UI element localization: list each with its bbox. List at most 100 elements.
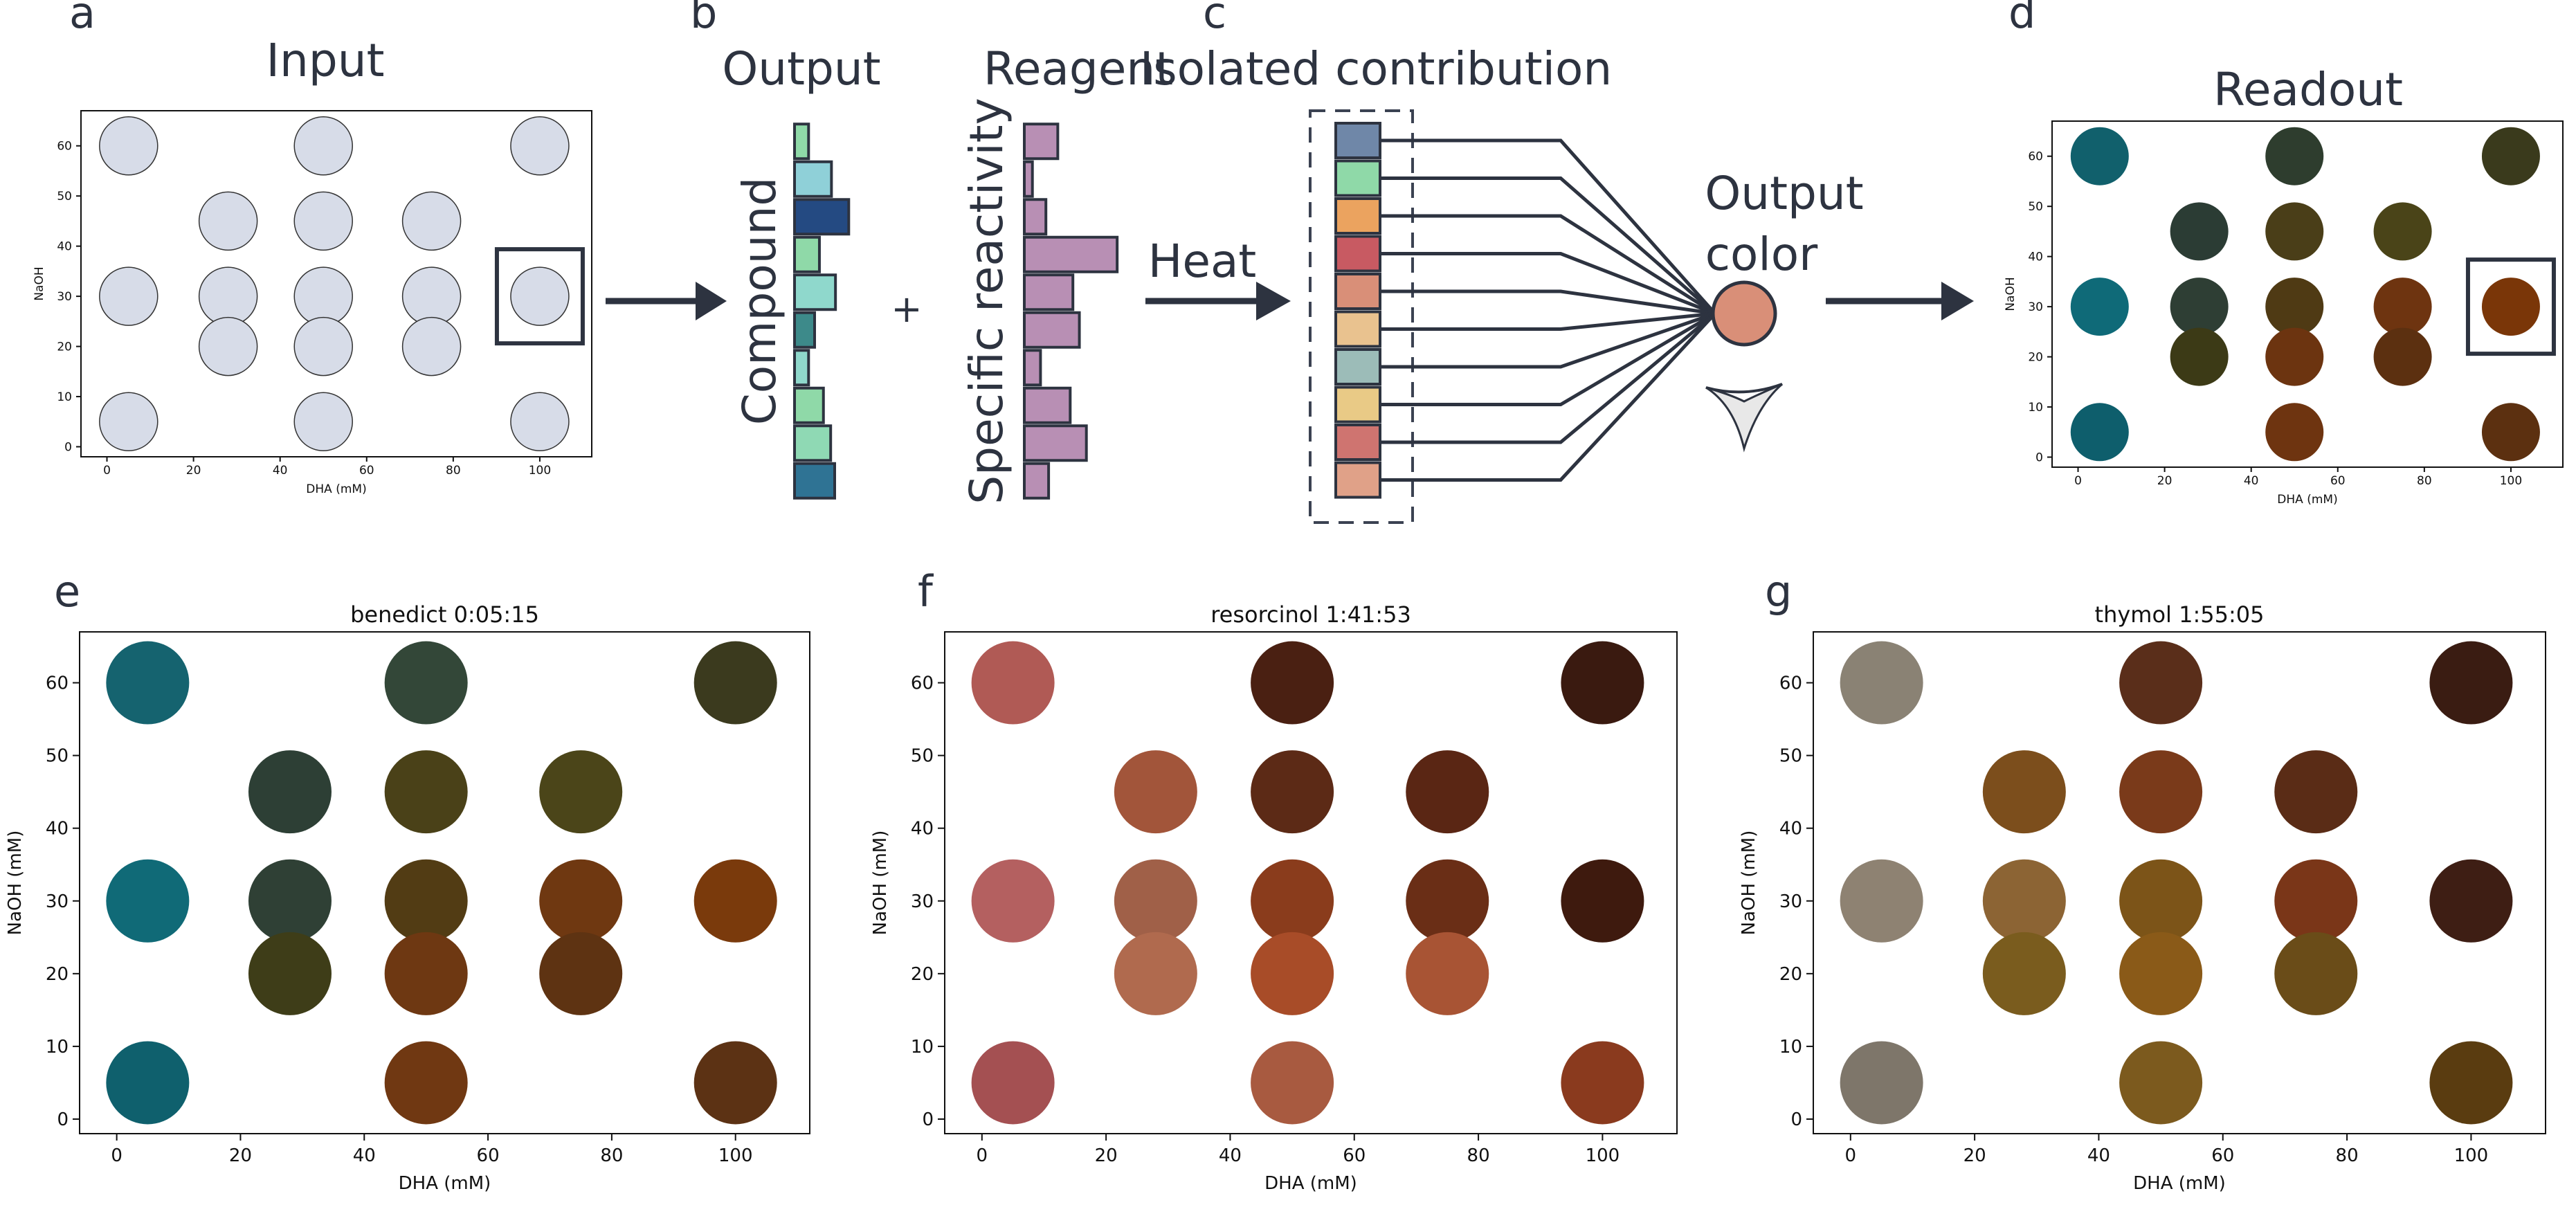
x-tick-label: 40	[353, 1145, 376, 1166]
x-tick-label: 100	[529, 464, 551, 478]
well-dot	[1982, 859, 2066, 943]
heat-label: Heat	[1148, 235, 1257, 288]
panel-label-c: c	[1203, 0, 1226, 38]
y-tick-label: 0	[1790, 1109, 1802, 1130]
panel-label-d: d	[2008, 0, 2035, 38]
y-tick-label: 50	[46, 746, 69, 767]
y-tick-label: 60	[57, 140, 72, 154]
well-dot	[99, 266, 158, 326]
well-dot	[2119, 859, 2203, 943]
readout-title: Readout	[2213, 63, 2403, 116]
well-dot	[2265, 403, 2324, 462]
panel-label-f: f	[918, 566, 934, 617]
x-axis-label: DHA (mM)	[1264, 1173, 1357, 1194]
well-dot	[293, 191, 353, 251]
y-tick-label: 0	[2035, 451, 2043, 465]
well-dot	[106, 859, 190, 943]
well-dot	[99, 116, 158, 176]
y-tick-label: 60	[46, 673, 69, 694]
y-tick-label: 20	[2028, 351, 2043, 365]
bar	[1023, 198, 1048, 236]
y-tick-label: 40	[911, 819, 934, 840]
x-axis-label: DHA (mM)	[399, 1173, 491, 1194]
x-tick-label: 0	[103, 464, 111, 478]
x-tick-label: 60	[1343, 1145, 1366, 1166]
well-dot	[1251, 750, 1334, 834]
x-axis-label: DHA (mM)	[2277, 493, 2337, 507]
y-axis-label: NaOH	[2004, 277, 2017, 311]
x-tick-label: 20	[1963, 1145, 1986, 1166]
bar	[793, 462, 836, 500]
y-tick-label: 0	[922, 1109, 934, 1130]
eye-icon	[1705, 383, 1783, 453]
y-tick-label: 30	[1779, 891, 1802, 912]
well-dot	[293, 266, 353, 326]
bar	[793, 424, 833, 462]
well-dot	[248, 932, 332, 1015]
highlight-box	[494, 247, 585, 346]
y-axis-label: NaOH (mM)	[5, 831, 26, 936]
panel-label-e: e	[54, 566, 80, 617]
well-dot	[401, 316, 462, 376]
x-tick-label: 60	[477, 1145, 500, 1166]
y-tick-label: 50	[2028, 200, 2043, 214]
x-tick-label: 100	[1586, 1145, 1620, 1166]
bar	[1023, 349, 1042, 387]
well-dot	[1251, 1041, 1334, 1125]
y-tick-label: 0	[64, 441, 72, 455]
x-tick-label: 0	[977, 1145, 988, 1166]
bar	[1023, 273, 1075, 311]
y-tick-label: 10	[911, 1037, 934, 1058]
well-dot	[2170, 202, 2229, 261]
x-tick-label: 80	[1467, 1145, 1490, 1166]
contribution-line	[1380, 138, 1716, 315]
bar	[1023, 122, 1060, 161]
bar	[793, 386, 825, 424]
well-dot	[384, 1041, 468, 1125]
bar	[793, 311, 816, 349]
well-dot	[2170, 278, 2229, 336]
bar	[1023, 462, 1051, 500]
y-tick-label: 30	[2028, 300, 2043, 314]
x-tick-label: 80	[2417, 474, 2432, 488]
x-tick-label: 20	[186, 464, 201, 478]
well-dot	[2265, 278, 2324, 336]
x-tick-label: 20	[229, 1145, 252, 1166]
contribution-dashed-box	[1309, 109, 1414, 524]
y-tick-label: 20	[46, 964, 69, 985]
bar	[793, 160, 833, 198]
bar	[793, 235, 821, 273]
well-dot	[401, 191, 462, 251]
bar	[793, 198, 851, 236]
x-tick-label: 100	[2500, 474, 2522, 488]
well-dot	[2373, 202, 2432, 261]
bar	[793, 273, 837, 311]
reactivity-axis-label: Specific reactivity	[960, 98, 1013, 504]
benedict-plot: 0 20 40 60 80 100 0 10 20 30 40 50 60 DHA (mM) NaOH (m…	[5, 601, 810, 1194]
well-dot	[1561, 859, 1644, 943]
thymol-plot: 0 20 40 60 80 100 0 10 20 30 40 50 60 DHA (mM) NaOH (m…	[1739, 601, 2546, 1194]
plot-title: benedict 0:05:15	[350, 601, 539, 628]
y-tick-label: 0	[57, 1109, 69, 1130]
x-tick-label: 80	[446, 464, 461, 478]
well-dot	[198, 316, 258, 376]
bar	[1023, 424, 1088, 462]
well-dot	[198, 266, 258, 326]
x-tick-label: 0	[1845, 1145, 1857, 1166]
y-tick-label: 40	[1779, 819, 1802, 840]
well-dot	[1114, 932, 1197, 1015]
contribution-line	[1380, 312, 1716, 444]
well-dot	[384, 859, 468, 943]
x-tick-label: 80	[2336, 1145, 2359, 1166]
heat-arrow-head	[1256, 282, 1291, 320]
well-dot	[293, 392, 353, 452]
x-tick-label: 100	[2454, 1145, 2489, 1166]
well-dot	[401, 266, 462, 326]
well-dot	[1840, 641, 1923, 725]
well-dot	[2070, 403, 2129, 462]
y-tick-label: 50	[911, 746, 934, 767]
contribution-line	[1380, 252, 1716, 316]
y-tick-label: 20	[911, 964, 934, 985]
x-tick-label: 60	[359, 464, 374, 478]
well-dot	[539, 932, 623, 1015]
